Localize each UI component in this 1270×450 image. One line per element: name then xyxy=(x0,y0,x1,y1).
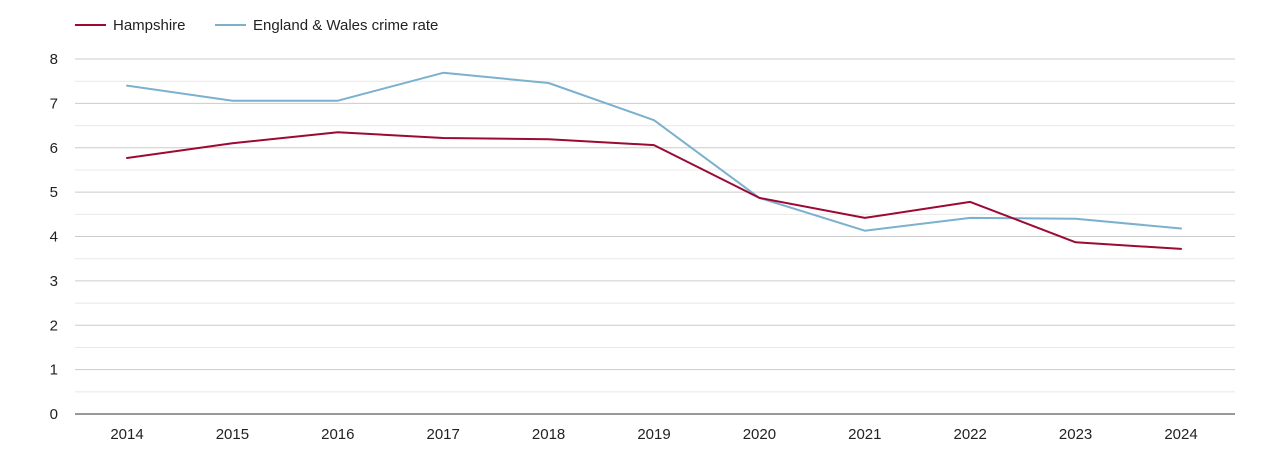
x-tick-label: 2018 xyxy=(532,426,565,443)
y-tick-label: 0 xyxy=(50,406,58,423)
x-tick-label: 2024 xyxy=(1164,426,1197,443)
y-axis-ticks: 0 1 2 3 4 5 6 7 8 xyxy=(50,51,58,423)
x-tick-label: 2021 xyxy=(848,426,881,443)
y-tick-label: 6 xyxy=(50,140,58,157)
x-tick-label: 2017 xyxy=(427,426,460,443)
y-tick-label: 2 xyxy=(50,317,58,334)
y-tick-label: 4 xyxy=(50,229,58,246)
series-lines xyxy=(126,71,1182,250)
legend-item-england-wales[interactable]: England & Wales crime rate xyxy=(215,17,438,34)
series-line-hampshire xyxy=(126,131,1182,250)
x-tick-label: 2022 xyxy=(954,426,987,443)
x-tick-label: 2020 xyxy=(743,426,776,443)
x-tick-label: 2015 xyxy=(216,426,249,443)
series-line-england-wales xyxy=(126,71,1182,232)
x-tick-label: 2014 xyxy=(110,426,143,443)
grid xyxy=(75,58,1235,393)
y-tick-label: 7 xyxy=(50,95,58,112)
legend-label-hampshire: Hampshire xyxy=(113,17,186,34)
y-tick-label: 3 xyxy=(50,273,58,290)
x-axis-ticks: 2014 2015 2016 2017 2018 2019 2020 2021 2022 2023… xyxy=(110,426,1197,443)
y-tick-label: 1 xyxy=(50,362,58,379)
x-tick-label: 2016 xyxy=(321,426,354,443)
x-tick-label: 2019 xyxy=(637,426,670,443)
legend-label-england-wales: England & Wales crime rate xyxy=(253,17,438,34)
y-tick-label: 8 xyxy=(50,51,58,68)
x-tick-label: 2023 xyxy=(1059,426,1092,443)
legend: Hampshire England & Wales crime rate xyxy=(75,17,438,34)
legend-item-hampshire[interactable]: Hampshire xyxy=(75,17,186,34)
y-tick-label: 5 xyxy=(50,184,58,201)
